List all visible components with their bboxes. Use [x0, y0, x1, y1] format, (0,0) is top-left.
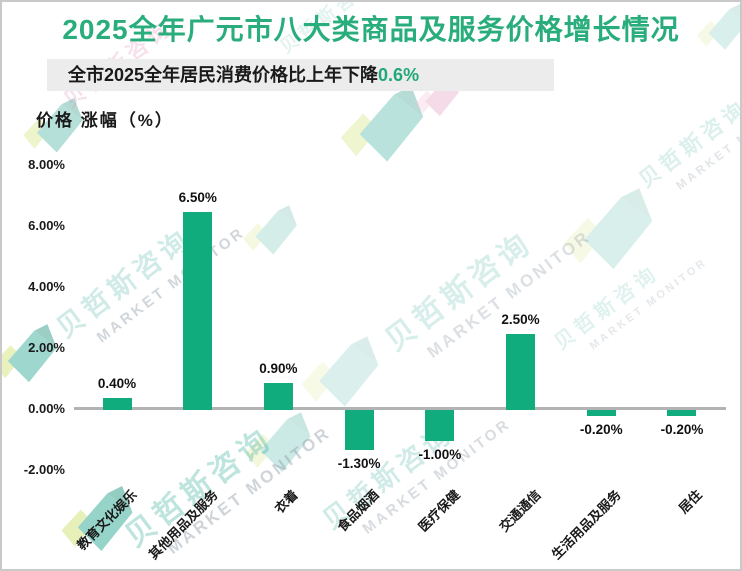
- y-tick-label: 0.00%: [28, 401, 65, 416]
- bar: [344, 410, 374, 450]
- subtitle-highlight-value: 0.6%: [378, 65, 420, 85]
- bar: [425, 410, 455, 441]
- y-tick-label: -2.00%: [23, 462, 65, 477]
- bar: [506, 334, 536, 410]
- y-axis-title: 价格 涨幅（%）: [36, 111, 174, 130]
- page-title: 2025全年广元市八大类商品及服务价格增长情况: [62, 14, 680, 45]
- bar: [667, 410, 697, 416]
- y-tick-label: 2.00%: [28, 340, 65, 355]
- bar: [263, 383, 293, 410]
- bar-value-label: -0.20%: [579, 422, 623, 437]
- y-tick-label: 4.00%: [28, 279, 65, 294]
- y-tick-label: 8.00%: [28, 157, 65, 172]
- bar: [102, 398, 132, 410]
- bar: [586, 410, 616, 416]
- y-tick-label: 6.00%: [28, 218, 65, 233]
- category-label: 教育文化娱乐: [73, 487, 140, 553]
- bar-value-label: 0.90%: [259, 361, 298, 376]
- bar-value-label: 0.40%: [97, 376, 137, 391]
- zero-axis-line: [74, 407, 726, 410]
- bar-value-label: 2.50%: [501, 312, 540, 327]
- bar-value-label: -1.30%: [337, 456, 381, 471]
- bar-value-label: -1.00%: [418, 447, 462, 462]
- bar-value-label: 6.50%: [178, 190, 217, 205]
- bar-value-label: -0.20%: [660, 422, 704, 437]
- bar: [183, 212, 213, 410]
- subtitle-banner: 全市2025全年居民消费价格比上年下降0.6%: [47, 59, 554, 91]
- subtitle-text: 全市2025全年居民消费价格比上年下降: [68, 65, 379, 85]
